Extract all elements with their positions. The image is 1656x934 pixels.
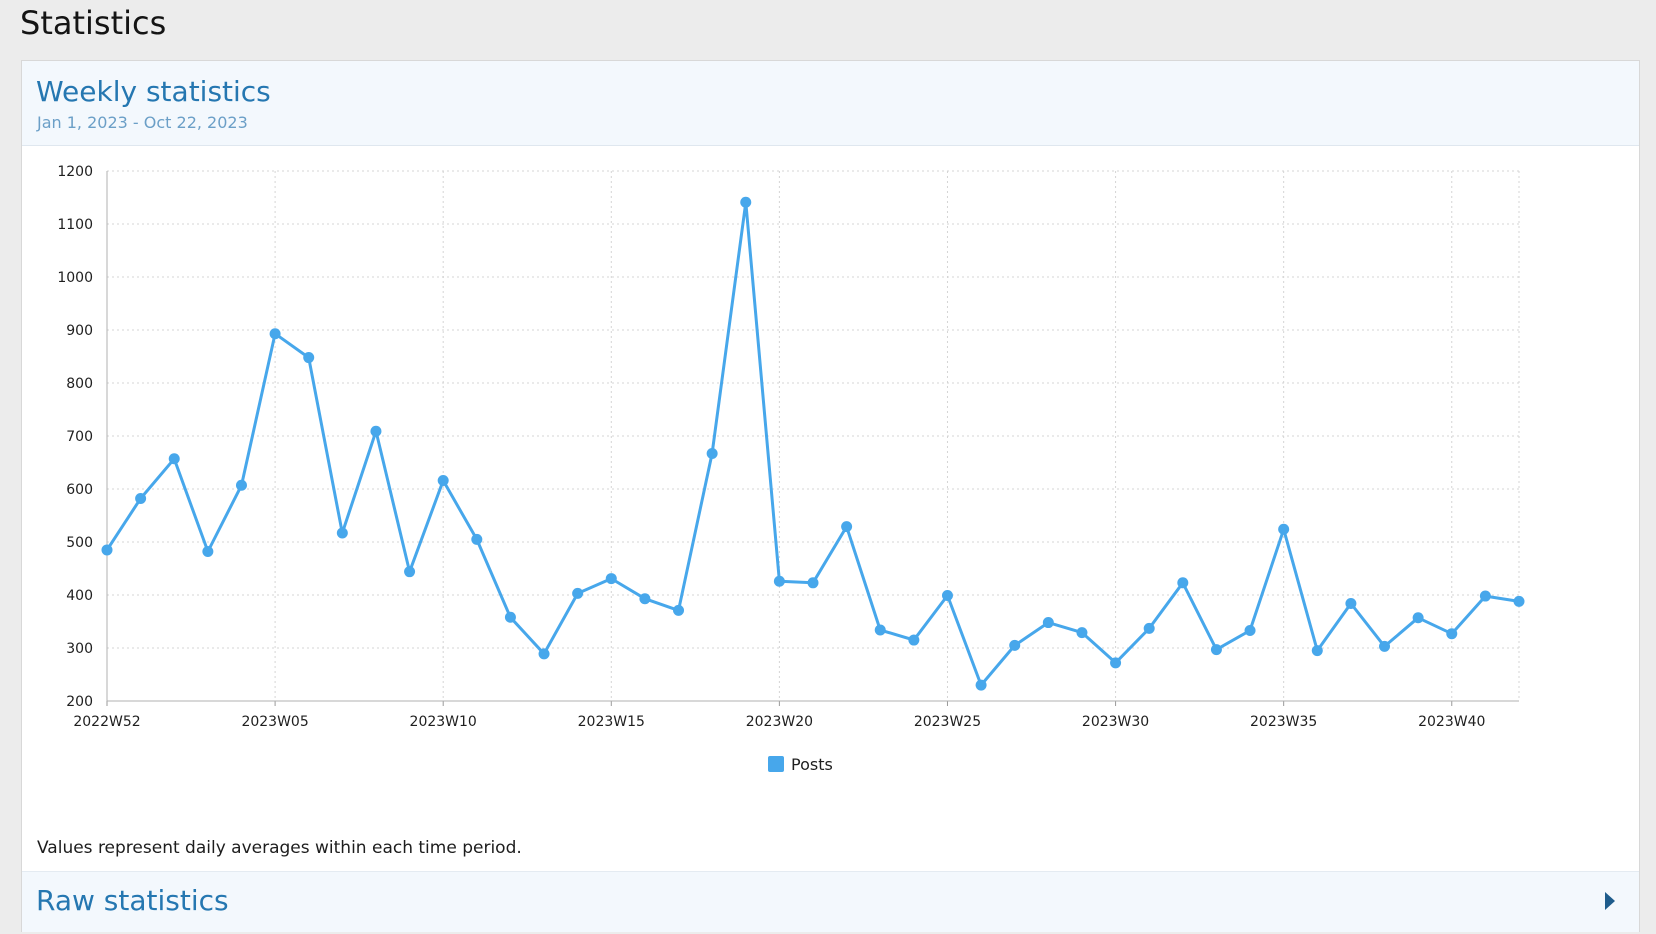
posts-data-point[interactable] <box>941 590 953 602</box>
chart-axes: 200 300 400 500 600 700 800 900 1000 1100 1200 2022… <box>57 164 1519 730</box>
posts-data-point[interactable] <box>1244 625 1256 637</box>
y-tick-label: 500 <box>66 535 93 551</box>
posts-data-point[interactable] <box>841 521 853 533</box>
y-tick-label: 800 <box>66 376 93 392</box>
posts-data-point[interactable] <box>336 527 348 539</box>
posts-data-point[interactable] <box>437 475 449 487</box>
posts-data-point[interactable] <box>572 587 584 599</box>
posts-data-point[interactable] <box>1412 612 1424 624</box>
posts-data-point[interactable] <box>807 577 819 589</box>
raw-statistics-toggle[interactable]: Raw statistics <box>22 871 1639 932</box>
posts-data-point[interactable] <box>168 453 180 465</box>
posts-data-point[interactable] <box>538 648 550 660</box>
y-tick-label: 400 <box>66 588 93 604</box>
x-tick-label: 2022W52 <box>73 714 140 730</box>
posts-data-point[interactable] <box>605 573 617 585</box>
posts-data-point[interactable] <box>101 544 113 556</box>
chart-series <box>101 196 1525 691</box>
posts-data-point[interactable] <box>773 575 785 587</box>
posts-data-point[interactable] <box>1311 645 1323 657</box>
x-tick-label: 2023W10 <box>410 714 477 730</box>
posts-series-line <box>105 200 1520 687</box>
legend-label-posts[interactable]: Posts <box>791 755 833 774</box>
y-tick-label: 1000 <box>57 270 93 286</box>
chart-grid <box>106 170 1520 702</box>
posts-data-point[interactable] <box>874 624 886 636</box>
weekly-statistics-title: Weekly statistics <box>36 75 271 108</box>
x-tick-label: 2023W40 <box>1418 714 1485 730</box>
posts-data-point[interactable] <box>135 493 147 505</box>
posts-data-point[interactable] <box>202 546 214 558</box>
y-tick-label: 1200 <box>57 164 93 180</box>
y-tick-label: 700 <box>66 429 93 445</box>
weekly-statistics-header: Weekly statistics Jan 1, 2023 - Oct 22, … <box>22 61 1639 146</box>
y-tick-label: 600 <box>66 482 93 498</box>
posts-data-point[interactable] <box>908 634 920 646</box>
posts-data-point[interactable] <box>1143 622 1155 634</box>
x-tick-label: 2023W05 <box>241 714 308 730</box>
posts-data-point[interactable] <box>1076 627 1088 639</box>
x-tick-label: 2023W25 <box>914 714 981 730</box>
posts-data-point[interactable] <box>975 679 987 691</box>
posts-data-point[interactable] <box>1278 523 1290 535</box>
y-tick-label: 200 <box>66 694 93 710</box>
posts-data-point[interactable] <box>673 604 685 616</box>
posts-data-point[interactable] <box>1177 577 1189 589</box>
posts-data-point[interactable] <box>1042 617 1054 629</box>
posts-data-point[interactable] <box>1345 597 1357 609</box>
posts-data-point[interactable] <box>1009 639 1021 651</box>
posts-data-point[interactable] <box>706 447 718 459</box>
posts-data-point[interactable] <box>370 425 382 437</box>
x-tick-label: 2023W35 <box>1250 714 1317 730</box>
posts-data-point[interactable] <box>235 479 247 491</box>
posts-data-point[interactable] <box>404 566 416 578</box>
posts-data-point[interactable] <box>1110 657 1122 669</box>
x-tick-label: 2023W15 <box>578 714 645 730</box>
chart-legend[interactable]: Posts <box>768 755 833 774</box>
posts-data-point[interactable] <box>1513 595 1525 607</box>
chart-footnote: Values represent daily averages within e… <box>37 838 522 858</box>
caret-right-icon[interactable] <box>1605 892 1615 910</box>
y-tick-label: 300 <box>66 641 93 657</box>
x-tick-label: 2023W30 <box>1082 714 1149 730</box>
posts-data-point[interactable] <box>639 593 651 605</box>
raw-statistics-title: Raw statistics <box>36 884 229 917</box>
page-title: Statistics <box>20 4 167 42</box>
weekly-posts-line-chart: 200 300 400 500 600 700 800 900 1000 1100 1200 2022… <box>57 164 1525 774</box>
posts-data-point[interactable] <box>740 196 752 208</box>
posts-data-point[interactable] <box>471 533 483 545</box>
posts-data-point[interactable] <box>269 328 281 340</box>
posts-data-point[interactable] <box>504 611 516 623</box>
legend-swatch-posts[interactable] <box>768 756 784 772</box>
posts-data-point[interactable] <box>303 352 315 364</box>
date-range: Jan 1, 2023 - Oct 22, 2023 <box>37 113 248 132</box>
posts-data-point[interactable] <box>1379 640 1391 652</box>
posts-data-point[interactable] <box>1210 644 1222 656</box>
y-tick-label: 1100 <box>57 217 93 233</box>
posts-data-point[interactable] <box>1479 590 1491 602</box>
x-tick-label: 2023W20 <box>746 714 813 730</box>
posts-data-point[interactable] <box>1446 628 1458 640</box>
weekly-statistics-panel: Weekly statistics Jan 1, 2023 - Oct 22, … <box>21 60 1640 932</box>
y-tick-label: 900 <box>66 323 93 339</box>
